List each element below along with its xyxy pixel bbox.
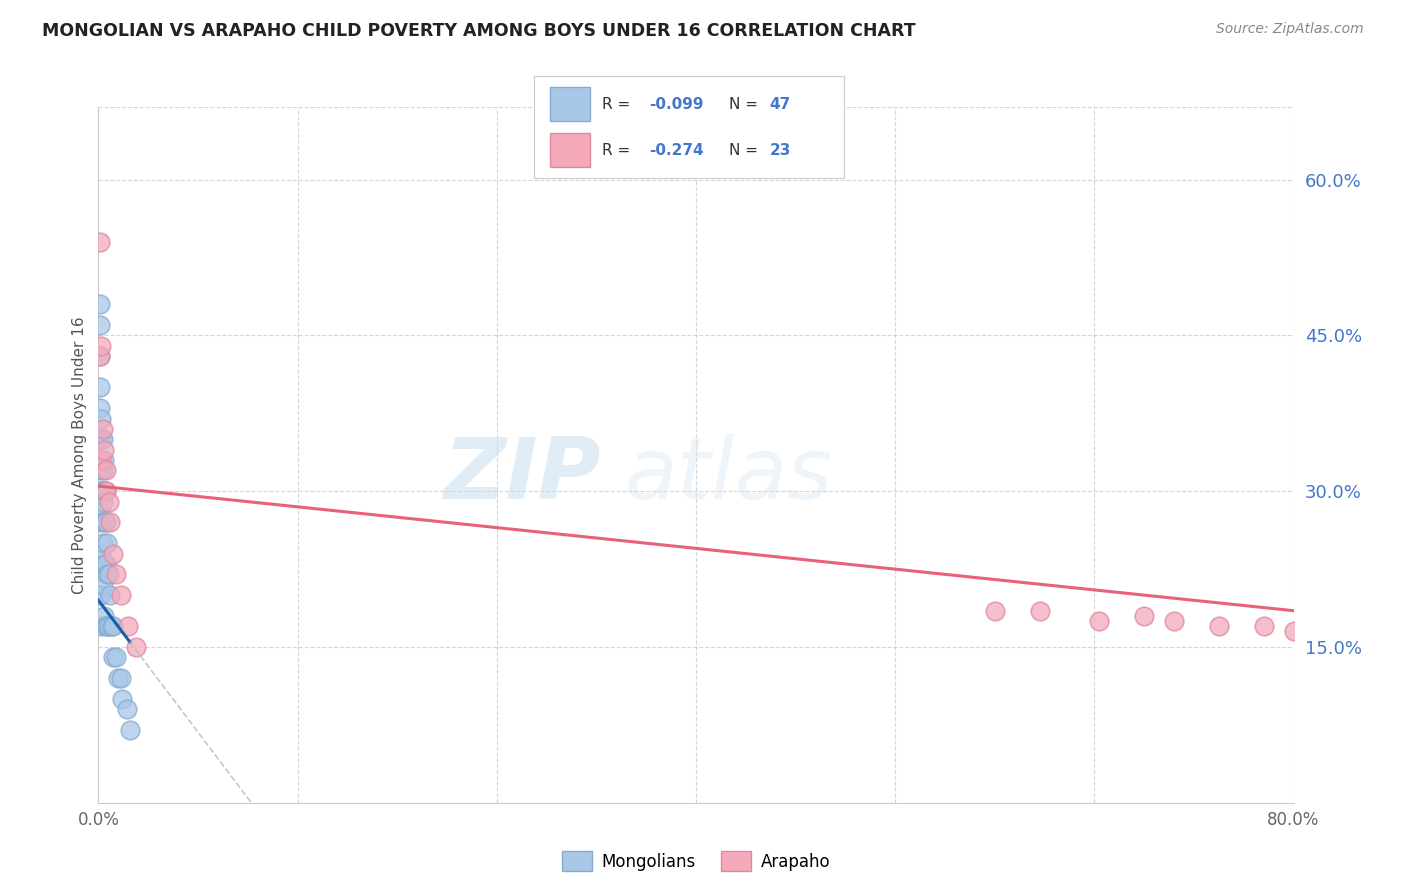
Point [110,588,132,602]
Point [89,235,111,249]
Point [91,494,114,508]
Point [94,516,117,530]
Point [1163,614,1185,628]
Point [90,433,112,447]
Point [1028,604,1050,618]
Point [90,411,112,425]
FancyBboxPatch shape [550,133,591,167]
Point [93,516,115,530]
Point [101,619,124,633]
Point [94,619,117,633]
Point [1133,608,1156,623]
Legend: Mongolians, Arapaho: Mongolians, Arapaho [555,845,837,878]
Text: 23: 23 [769,143,790,158]
Point [89,349,111,363]
Point [94,484,117,499]
Point [110,671,132,685]
Point [93,608,115,623]
Point [94,557,117,571]
Point [93,484,115,499]
Point [91,463,114,477]
Point [1253,619,1275,633]
Point [100,588,122,602]
Point [96,567,118,582]
Point [90,339,112,353]
Point [90,588,112,602]
Point [1088,614,1111,628]
Point [89,318,111,332]
Text: R =: R = [602,96,636,112]
Point [94,463,117,477]
Text: MONGOLIAN VS ARAPAHO CHILD POVERTY AMONG BOYS UNDER 16 CORRELATION CHART: MONGOLIAN VS ARAPAHO CHILD POVERTY AMONG… [42,22,915,40]
Y-axis label: Child Poverty Among Boys Under 16: Child Poverty Among Boys Under 16 [72,316,87,594]
Point [111,692,134,706]
Point [91,422,114,436]
Point [90,463,112,477]
Text: Source: ZipAtlas.com: Source: ZipAtlas.com [1216,22,1364,37]
Point [105,650,128,665]
Point [103,650,125,665]
Point [89,484,111,499]
Point [103,619,125,633]
Point [91,578,114,592]
FancyBboxPatch shape [550,87,591,121]
Point [984,604,1007,618]
Text: atlas: atlas [624,434,832,517]
Point [93,453,115,467]
Point [115,702,138,716]
Point [90,453,112,467]
Text: 47: 47 [769,96,790,112]
Point [97,494,120,508]
Point [89,401,111,416]
Point [96,536,118,550]
Point [96,619,118,633]
Point [93,557,115,571]
Point [89,453,111,467]
Point [125,640,148,654]
Point [100,516,122,530]
Point [90,619,112,633]
Point [89,380,111,394]
Point [118,723,141,738]
Point [89,297,111,311]
Point [93,442,115,457]
Text: N =: N = [730,96,763,112]
Text: -0.099: -0.099 [648,96,703,112]
Point [94,484,117,499]
Point [89,588,111,602]
Point [91,433,114,447]
Point [103,547,125,561]
Point [90,516,112,530]
Point [97,567,120,582]
Text: R =: R = [602,143,636,158]
Point [97,619,120,633]
Point [1282,624,1305,639]
Point [117,619,139,633]
Text: ZIP: ZIP [443,434,600,517]
Point [90,547,112,561]
Text: N =: N = [730,143,763,158]
Point [107,671,129,685]
Point [89,433,111,447]
Text: -0.274: -0.274 [648,143,703,158]
Point [1208,619,1230,633]
Point [91,536,114,550]
Point [89,505,111,519]
Point [90,484,112,499]
Point [105,567,128,582]
Point [89,349,111,363]
